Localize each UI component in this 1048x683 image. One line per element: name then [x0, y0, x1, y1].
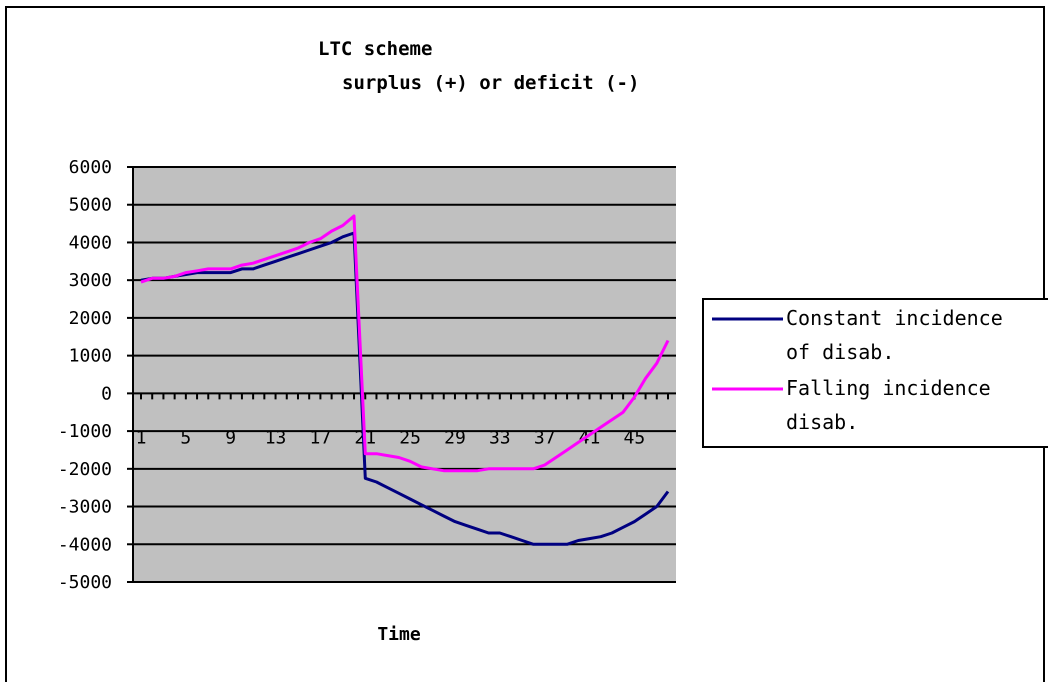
x-tick-label: 5: [180, 427, 191, 448]
chart-subtitle: surplus (+) or deficit (-): [342, 72, 640, 94]
grid-lines: [133, 166, 676, 583]
y-tick-label: 0: [101, 383, 112, 404]
y-tick-label: 5000: [69, 195, 112, 216]
x-tick-label: 1: [136, 427, 147, 448]
y-tick-label: 6000: [69, 157, 112, 178]
x-tick-label: 37: [534, 427, 556, 448]
y-tick-label: 1000: [69, 346, 112, 367]
y-tick-label: -2000: [58, 459, 112, 480]
x-tick-label: 13: [265, 427, 287, 448]
x-tick-label: 45: [624, 427, 646, 448]
y-tick-label: -4000: [58, 534, 112, 555]
x-axis: 1 5 9 13 17 21 25 29 33 37 41 45: [133, 392, 676, 448]
x-tick-label: 25: [399, 427, 421, 448]
y-tick-label: 2000: [69, 308, 112, 329]
y-tick-label: 3000: [69, 270, 112, 291]
plot-area: [133, 167, 676, 582]
y-tick-label: -1000: [58, 421, 112, 442]
y-tick-label: 4000: [69, 232, 112, 253]
series-line-2: [140, 214, 670, 473]
y-tick-label: -3000: [58, 497, 112, 518]
y-tick-label: -5000: [58, 572, 112, 593]
x-tick-label: 9: [225, 427, 236, 448]
legend-label-1: Constant incidence: [786, 306, 1003, 330]
series-group: [140, 214, 670, 546]
x-tick-label: 33: [489, 427, 511, 448]
legend: Constant incidence of disab. Falling incid…: [702, 298, 1048, 448]
x-tick-label: 29: [444, 427, 466, 448]
x-tick-label: 17: [310, 427, 332, 448]
chart-title: LTC scheme: [318, 38, 433, 60]
legend-label-2: disab.: [786, 410, 858, 434]
legend-label-2: Falling incidence: [786, 376, 991, 400]
legend-label-1: of disab.: [786, 340, 894, 364]
y-axis: 6000 5000 4000 3000 2000 1000 0 -1000 -2000 -3000…: [58, 157, 134, 593]
series-line-1: [140, 231, 670, 546]
legend-box: [702, 298, 1048, 448]
x-axis-title: Time: [377, 624, 421, 645]
